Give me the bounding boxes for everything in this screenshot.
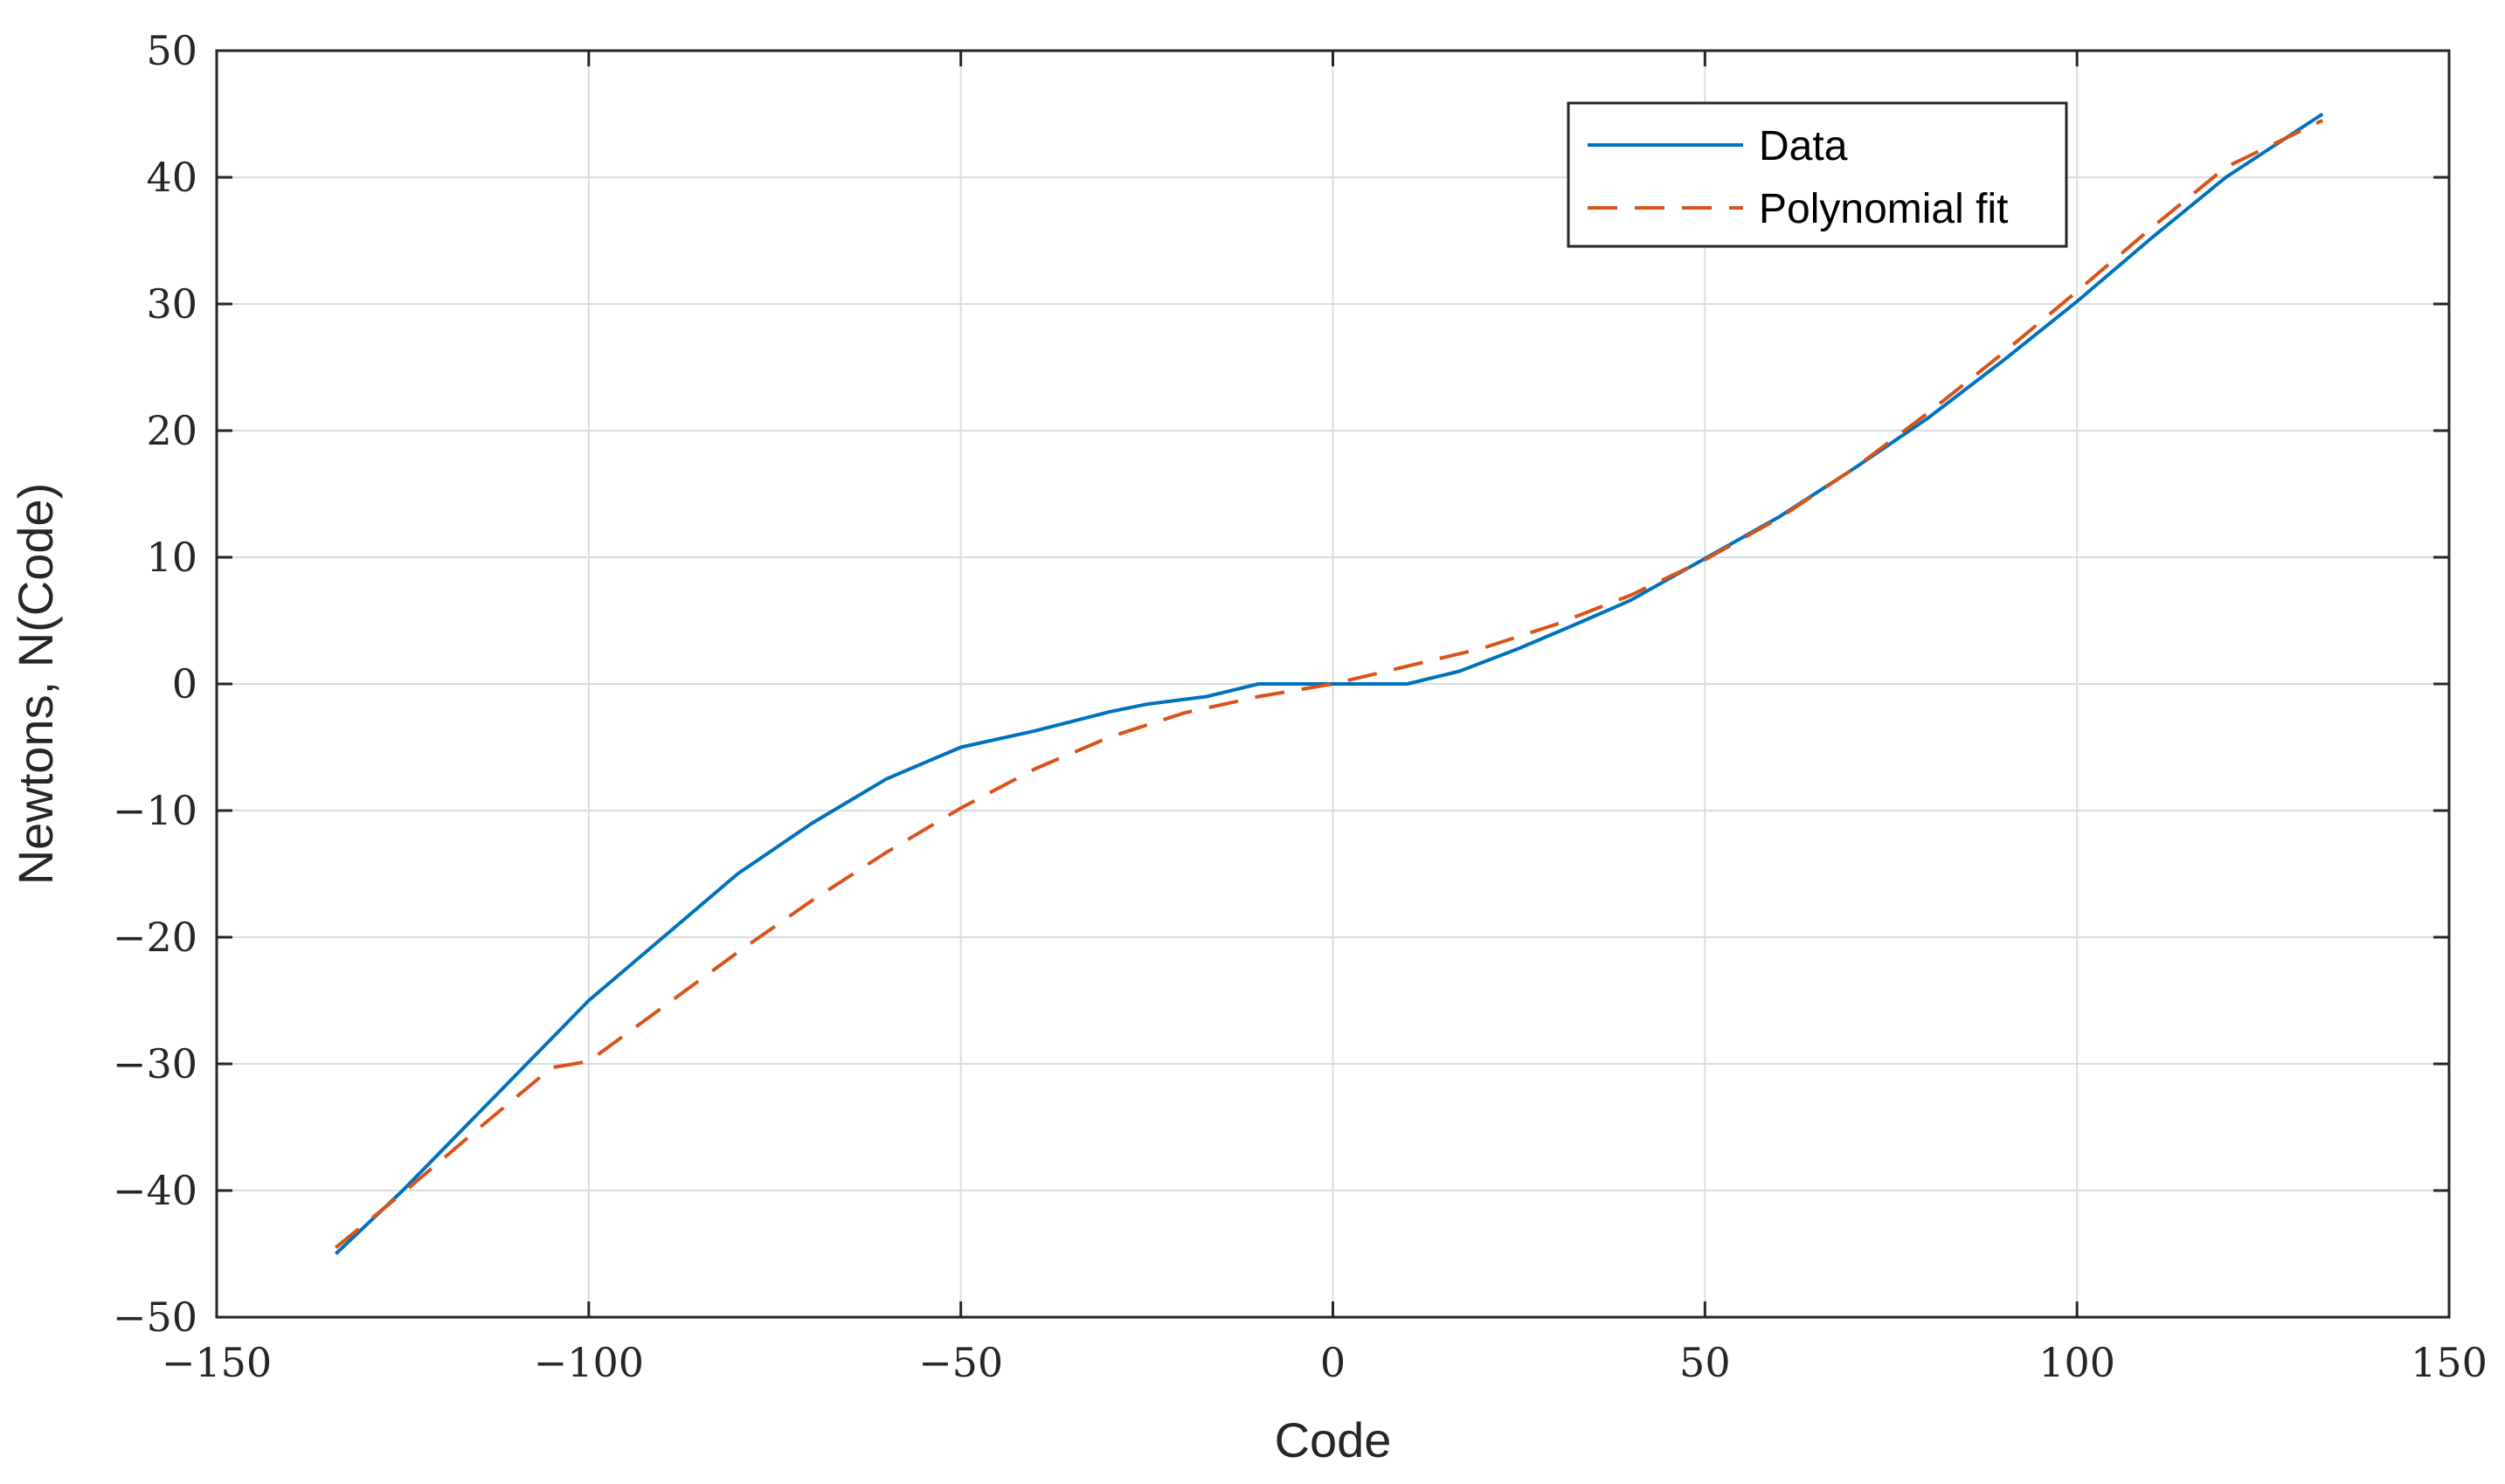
y-tick-label: −50 bbox=[113, 1294, 197, 1341]
x-axis-label: Code bbox=[1275, 1412, 1392, 1467]
y-tick-label: 10 bbox=[146, 534, 197, 581]
y-tick-label: 30 bbox=[146, 280, 197, 328]
y-tick-label: 20 bbox=[146, 407, 197, 454]
x-tick-label: 150 bbox=[2411, 1339, 2488, 1386]
legend: Data Polynomial fit bbox=[1567, 101, 2068, 248]
y-tick-label: −40 bbox=[113, 1167, 197, 1214]
legend-box bbox=[1567, 101, 2068, 248]
x-tick-label: −150 bbox=[162, 1339, 272, 1386]
x-tick-label: 100 bbox=[2038, 1339, 2115, 1386]
y-tick-label: −20 bbox=[113, 914, 197, 961]
legend-label: Data bbox=[1759, 123, 1848, 169]
y-tick-label: 50 bbox=[146, 27, 197, 74]
y-tick-label: −30 bbox=[113, 1040, 197, 1087]
x-tick-label: 50 bbox=[1679, 1339, 1731, 1386]
x-tick-label: −50 bbox=[918, 1339, 1003, 1386]
y-tick-label: 0 bbox=[172, 660, 197, 707]
series-line-0 bbox=[334, 112, 2324, 1255]
y-axis-label: Newtons, N(Code) bbox=[8, 483, 63, 886]
axis-ticks bbox=[215, 49, 2451, 1319]
legend-label: Polynomial fit bbox=[1759, 186, 2008, 232]
x-tick-label: 0 bbox=[1320, 1339, 1346, 1386]
y-tick-label: 40 bbox=[146, 154, 197, 201]
series-layer bbox=[334, 112, 2324, 1255]
x-tick-label: −100 bbox=[534, 1339, 644, 1386]
tick-labels: −150 −100 −50 0 50 100 150−50−40−30−20−1001020… bbox=[113, 27, 2488, 1386]
y-tick-label: −10 bbox=[113, 787, 197, 834]
